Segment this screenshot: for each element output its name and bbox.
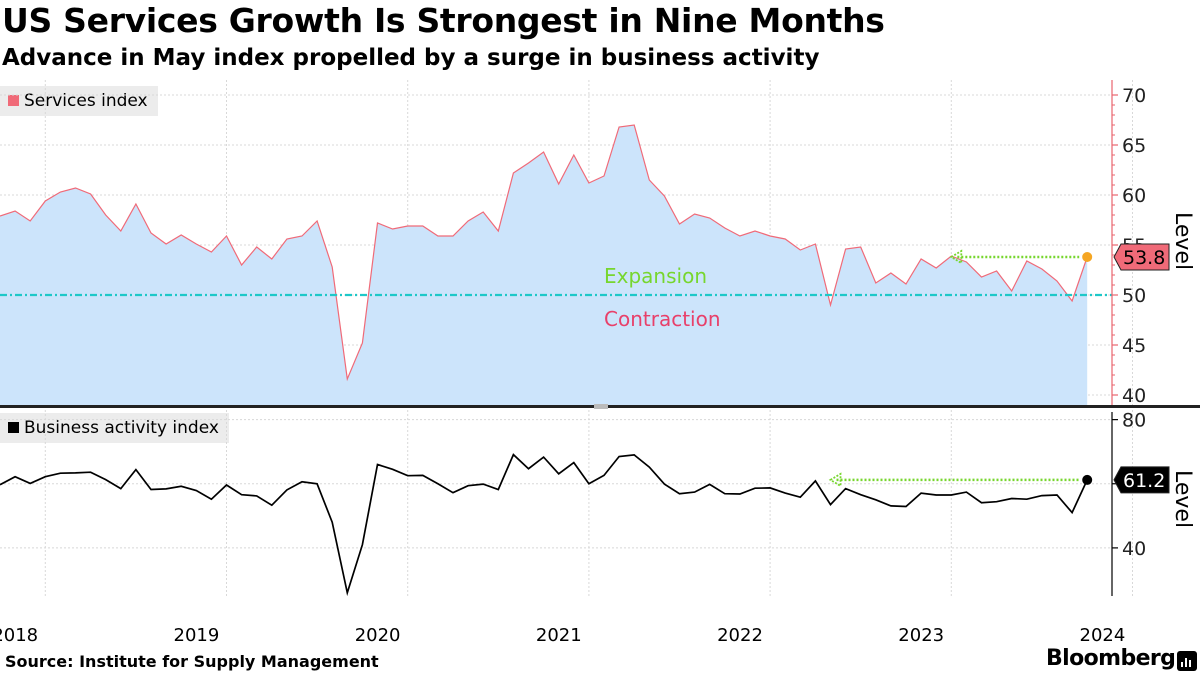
business-y-tick-label: 80 [1122,410,1146,432]
services-y-tick-label: 45 [1122,335,1146,357]
services-y-axis-title: Level [1170,212,1195,270]
bloomberg-chart-icon [1177,651,1197,671]
x-tick-label: 2022 [717,625,763,646]
business-latest-dot [1082,474,1093,485]
services-latest-badge: 53.8 [1113,243,1170,271]
services-legend-label: Services index [24,91,148,111]
expansion-label: Expansion [604,264,707,288]
business-latest-badge: 61.2 [1113,466,1170,494]
services-latest-dot [1082,252,1093,262]
services-arrow-head [949,249,963,265]
business-y-axis-title: Level [1170,470,1195,528]
x-tick-label: 2019 [174,625,220,646]
panel-divider-handle [594,404,608,409]
chart-title: US Services Growth Is Strongest in Nine … [2,1,885,40]
services-legend: Services index [0,86,158,116]
chart-subtitle: Advance in May index propelled by a surg… [2,45,820,71]
business-line [0,453,1088,597]
business-arrow-head [828,472,842,488]
contraction-label: Contraction [604,307,721,331]
source-note: Source: Institute for Supply Management [5,652,379,671]
business-legend-swatch [8,422,19,433]
services-y-tick-label: 50 [1122,285,1146,307]
business-y-tick-label: 40 [1122,538,1146,560]
business-legend: Business activity index [0,413,229,443]
bloomberg-logo: Bloomberg [1046,646,1176,671]
business-legend-label: Business activity index [24,418,219,438]
business-latest-badge-shape [1113,466,1170,494]
services-latest-badge-shape [1113,243,1170,271]
x-tick-label: 2023 [898,625,944,646]
x-tick-label: 2024 [1080,625,1126,646]
services-y-tick-label: 70 [1122,85,1146,107]
services-legend-swatch [8,95,19,106]
business-latest-badge-value: 61.2 [1123,470,1165,492]
x-tick-label: 2018 [0,625,38,646]
services-area [0,125,1088,405]
services-y-tick-label: 60 [1122,185,1146,207]
x-tick-label: 2021 [536,625,582,646]
services-y-tick-label: 40 [1122,385,1146,407]
services-latest-badge-value: 53.8 [1123,247,1165,269]
x-tick-label: 2020 [355,625,401,646]
services-line [0,124,1088,382]
services-y-tick-label: 65 [1122,135,1146,157]
